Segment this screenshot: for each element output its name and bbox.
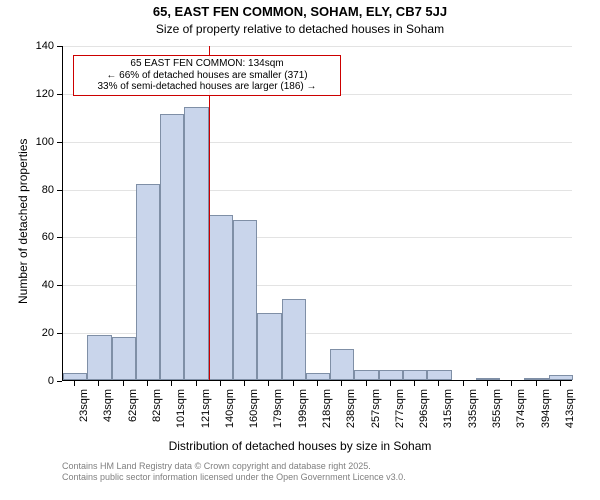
histogram-bar (160, 114, 184, 380)
x-tick-mark (487, 381, 488, 386)
histogram-bar (257, 313, 281, 380)
x-tick-mark (268, 381, 269, 386)
x-tick-mark (438, 381, 439, 386)
x-tick-label: 140sqm (224, 389, 236, 433)
x-tick-mark (74, 381, 75, 386)
histogram-bar (524, 378, 548, 380)
histogram-bar (330, 349, 354, 380)
y-tick-label: 140 (28, 40, 54, 52)
x-tick-label: 355sqm (491, 389, 503, 433)
y-tick-mark (57, 142, 62, 143)
chart-title-sub: Size of property relative to detached ho… (0, 22, 600, 36)
annotation-line: 65 EAST FEN COMMON: 134sqm (78, 58, 336, 70)
x-tick-label: 413sqm (564, 389, 576, 433)
chart-title-main: 65, EAST FEN COMMON, SOHAM, ELY, CB7 5JJ (0, 4, 600, 19)
x-tick-mark (293, 381, 294, 386)
x-tick-label: 101sqm (175, 389, 187, 433)
histogram-bar (112, 337, 136, 380)
plot-area: 65 EAST FEN COMMON: 134sqm← 66% of detac… (62, 46, 572, 381)
x-tick-mark (98, 381, 99, 386)
annotation-line: ← 66% of detached houses are smaller (37… (78, 70, 336, 82)
histogram-bar (209, 215, 233, 380)
x-tick-label: 335sqm (467, 389, 479, 433)
x-tick-label: 374sqm (515, 389, 527, 433)
x-tick-mark (171, 381, 172, 386)
x-tick-mark (414, 381, 415, 386)
y-tick-mark (57, 237, 62, 238)
x-tick-label: 160sqm (248, 389, 260, 433)
reference-marker-line (209, 46, 210, 380)
x-tick-label: 394sqm (540, 389, 552, 433)
gridline (63, 46, 572, 47)
x-tick-mark (511, 381, 512, 386)
histogram-bar (549, 375, 573, 380)
x-tick-mark (147, 381, 148, 386)
annotation-box: 65 EAST FEN COMMON: 134sqm← 66% of detac… (73, 55, 341, 96)
x-tick-label: 121sqm (200, 389, 212, 433)
x-tick-mark (220, 381, 221, 386)
x-axis-label: Distribution of detached houses by size … (0, 439, 600, 453)
x-tick-mark (196, 381, 197, 386)
y-tick-label: 60 (28, 231, 54, 243)
annotation-line: 33% of semi-detached houses are larger (… (78, 81, 336, 93)
x-tick-label: 257sqm (370, 389, 382, 433)
x-tick-mark (123, 381, 124, 386)
x-tick-mark (536, 381, 537, 386)
x-tick-label: 218sqm (321, 389, 333, 433)
y-tick-mark (57, 46, 62, 47)
x-tick-mark (244, 381, 245, 386)
y-tick-mark (57, 190, 62, 191)
x-tick-label: 199sqm (297, 389, 309, 433)
x-tick-mark (317, 381, 318, 386)
chart-container: 65, EAST FEN COMMON, SOHAM, ELY, CB7 5JJ… (0, 0, 600, 500)
x-tick-mark (560, 381, 561, 386)
x-tick-mark (366, 381, 367, 386)
histogram-bar (136, 184, 160, 380)
histogram-bar (233, 220, 257, 380)
histogram-bar (306, 373, 330, 380)
histogram-bar (403, 370, 427, 380)
attribution-text: Contains HM Land Registry data © Crown c… (62, 461, 406, 483)
y-tick-label: 0 (28, 375, 54, 387)
x-tick-label: 82sqm (151, 389, 163, 433)
x-tick-label: 238sqm (345, 389, 357, 433)
histogram-bar (63, 373, 87, 380)
x-tick-label: 43sqm (102, 389, 114, 433)
x-tick-label: 179sqm (272, 389, 284, 433)
histogram-bar (282, 299, 306, 380)
histogram-bar (354, 370, 378, 380)
gridline (63, 142, 572, 143)
y-tick-label: 80 (28, 184, 54, 196)
histogram-bar (379, 370, 403, 380)
x-tick-mark (463, 381, 464, 386)
x-tick-label: 62sqm (127, 389, 139, 433)
y-tick-mark (57, 94, 62, 95)
x-tick-mark (341, 381, 342, 386)
attribution-line1: Contains HM Land Registry data © Crown c… (62, 461, 371, 471)
y-tick-label: 120 (28, 88, 54, 100)
histogram-bar (87, 335, 111, 380)
x-tick-label: 315sqm (442, 389, 454, 433)
y-tick-mark (57, 381, 62, 382)
y-tick-label: 20 (28, 327, 54, 339)
y-tick-label: 40 (28, 279, 54, 291)
y-tick-mark (57, 333, 62, 334)
x-tick-mark (390, 381, 391, 386)
x-tick-label: 277sqm (394, 389, 406, 433)
histogram-bar (476, 378, 500, 380)
x-tick-label: 23sqm (78, 389, 90, 433)
histogram-bar (184, 107, 208, 380)
y-tick-mark (57, 285, 62, 286)
histogram-bar (427, 370, 451, 380)
attribution-line2: Contains public sector information licen… (62, 472, 406, 482)
y-tick-label: 100 (28, 136, 54, 148)
x-tick-label: 296sqm (418, 389, 430, 433)
